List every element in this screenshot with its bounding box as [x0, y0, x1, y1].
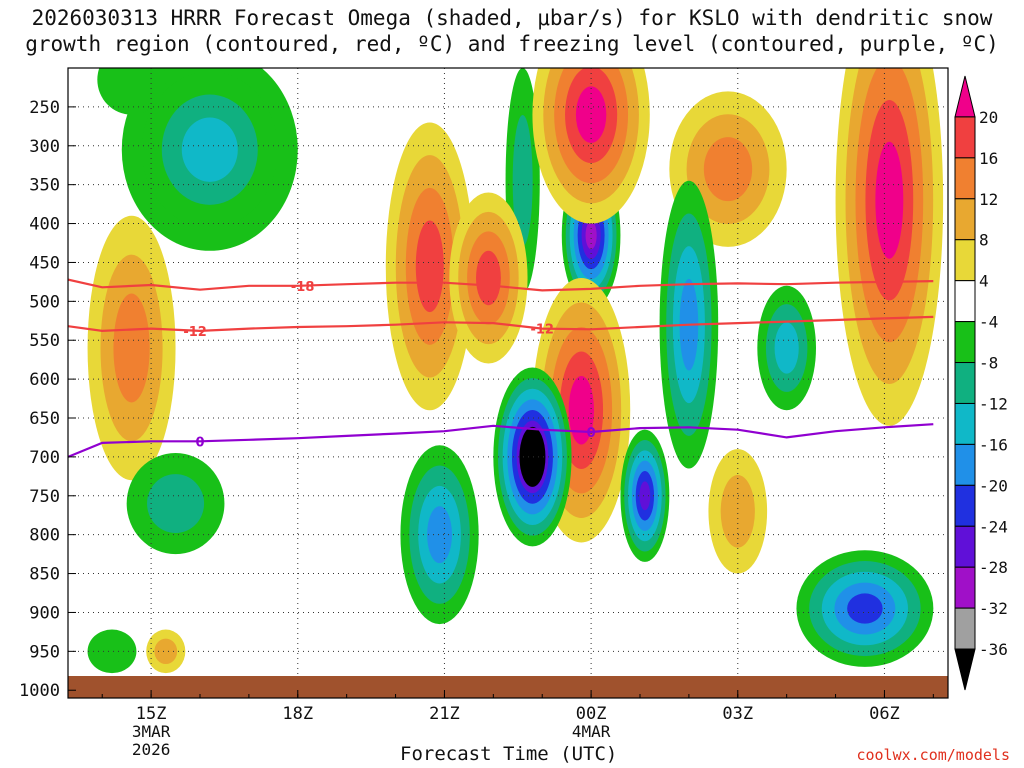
y-tick-label-550: 550	[29, 331, 60, 351]
contour-label: 0	[195, 435, 204, 450]
colorbar-label: -12	[979, 394, 1008, 413]
colorbar-swatch	[954, 443, 976, 486]
omega-blob-2-level	[512, 114, 533, 247]
omega-blob-4-level	[585, 221, 597, 250]
omega-core-black	[519, 426, 546, 487]
x-tick-label-06Z: 06Z	[869, 704, 900, 724]
y-tick-label-900: 900	[29, 603, 60, 623]
omega-blob-1-level	[97, 68, 166, 115]
pressure-axis: 250 300 350 400 450 500 550 600 650 700 750 800 850 9…	[19, 98, 76, 701]
x-tick-date-15Z: 3MAR	[132, 722, 171, 741]
y-tick-label-450: 450	[29, 253, 60, 273]
y-tick-label-300: 300	[29, 137, 60, 157]
colorbar-top-arrow	[954, 75, 976, 118]
colorbar-label: -8	[979, 354, 998, 373]
omega-blob-8-level	[703, 137, 753, 202]
colorbar-label: -28	[979, 558, 1008, 577]
contour-label: -12	[183, 325, 207, 340]
credit-text: coolwx.com/models	[856, 746, 1010, 764]
colorbar-label: 12	[979, 190, 998, 209]
colorbar-swatch	[954, 525, 976, 568]
colorbar-swatch	[954, 321, 976, 364]
y-tick-label-800: 800	[29, 526, 60, 546]
y-tick-label-700: 700	[29, 448, 60, 468]
omega-blob-14-level	[427, 506, 452, 564]
y-tick-label-400: 400	[29, 215, 60, 235]
colorbar-label: 8	[979, 231, 989, 250]
y-tick-label-950: 950	[29, 642, 60, 662]
colorbar-swatch	[954, 484, 976, 527]
omega-blob-10-level	[113, 293, 150, 403]
colorbar: 20 16 12 8 4 -4 -8 -12 -16 -20 -24 -28 -32 -36	[954, 75, 1008, 691]
colorbar-label: -4	[979, 313, 998, 332]
grid-lines	[68, 68, 948, 698]
colorbar-label: -36	[979, 640, 1008, 659]
colorbar-bottom-arrow	[954, 648, 976, 691]
colorbar-swatch	[954, 198, 976, 241]
y-tick-label-350: 350	[29, 176, 60, 196]
omega-blob-18-level	[774, 322, 799, 374]
omega-blob-9-level	[875, 141, 904, 259]
chart-title-line2: growth region (contoured, red, ºC) and f…	[25, 32, 999, 56]
omega-blob-12-level	[720, 475, 755, 548]
x-tick-label-18Z: 18Z	[282, 704, 313, 724]
x-tick-label-00Z: 00Z	[576, 704, 607, 724]
omega-blob-6-level	[476, 250, 501, 306]
temperature-contours: -18 -12 -12 0 0	[68, 278, 934, 458]
x-tick-year-15Z: 2026	[132, 740, 171, 759]
omega-blob-13-level	[147, 474, 205, 534]
colorbar-swatch	[954, 566, 976, 609]
colorbar-label: -32	[979, 599, 1008, 618]
x-tick-date-00Z: 4MAR	[572, 722, 611, 741]
x-tick-label-03Z: 03Z	[722, 704, 753, 724]
contour-label: -18	[291, 280, 315, 295]
contour--18	[68, 278, 934, 292]
colorbar-swatch	[954, 362, 976, 404]
colorbar-swatch	[954, 607, 976, 650]
y-tick-label-500: 500	[29, 292, 60, 312]
contour-0	[68, 423, 934, 458]
x-tick-label-21Z: 21Z	[429, 704, 460, 724]
chart-title-line1: 2026030313 HRRR Forecast Omega (shaded, …	[31, 6, 993, 30]
colorbar-swatch	[954, 116, 976, 159]
colorbar-label: -20	[979, 476, 1008, 495]
colorbar-swatch	[954, 402, 976, 445]
omega-blob-16-level	[639, 481, 651, 511]
x-tick-label-15Z: 15Z	[136, 704, 167, 724]
y-tick-label-600: 600	[29, 370, 60, 390]
contour-label: -12	[530, 323, 554, 338]
ground-bar	[68, 676, 948, 698]
omega-blob-11-level	[568, 375, 595, 445]
colorbar-swatch	[954, 280, 976, 323]
omega-blob-19-level	[847, 593, 883, 624]
omega-blob-5-level	[415, 220, 444, 313]
colorbar-label: -24	[979, 517, 1008, 536]
colorbar-label: 16	[979, 149, 998, 168]
omega-blob-21-level	[154, 638, 178, 665]
contour-label: 0	[587, 426, 596, 441]
colorbar-label: 20	[979, 108, 998, 127]
x-axis-title: Forecast Time (UTC)	[400, 743, 618, 765]
y-tick-label-850: 850	[29, 565, 60, 585]
omega-blob-7-level	[575, 86, 607, 143]
y-tick-label-1000: 1000	[19, 681, 60, 701]
colorbar-label: 4	[979, 272, 989, 291]
y-tick-label-650: 650	[29, 409, 60, 429]
colorbar-swatch	[954, 157, 976, 200]
plot-frame	[67, 67, 949, 699]
colorbar-swatch	[954, 239, 976, 282]
omega-blob-20-level	[87, 629, 137, 674]
y-tick-label-250: 250	[29, 98, 60, 118]
y-tick-label-750: 750	[29, 487, 60, 507]
contour--12	[68, 315, 934, 333]
omega-blob-0-level	[181, 117, 238, 182]
omega-shading	[87, 68, 944, 674]
colorbar-label: -16	[979, 435, 1008, 454]
